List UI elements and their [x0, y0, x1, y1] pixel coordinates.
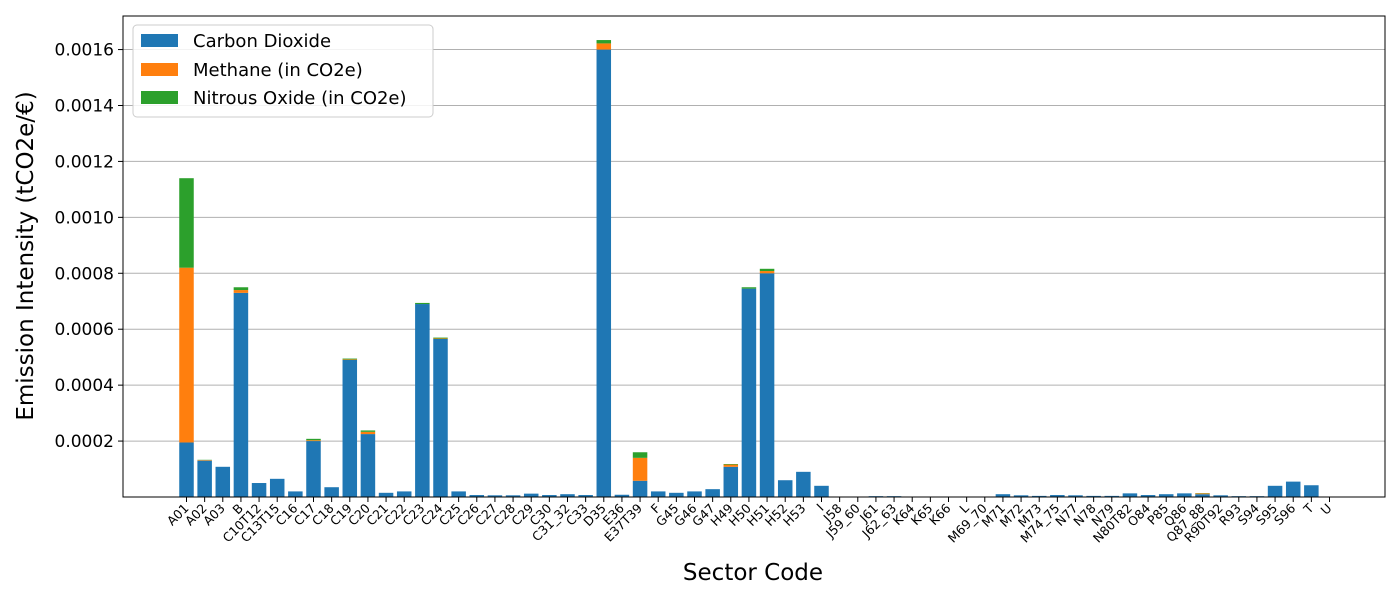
bar-g45-carbon-dioxide: [669, 492, 684, 497]
bar-d35-methane-in-co2e: [596, 43, 612, 50]
bar-a01-carbon-dioxide: [179, 442, 194, 497]
bar-c23-nitrous-oxide-in-co2e: [415, 302, 430, 305]
bar-c17-nitrous-oxide-in-co2e: [306, 438, 321, 441]
bar-e37t39-nitrous-oxide-in-co2e: [632, 452, 648, 458]
bar-m73-carbon-dioxide: [1031, 495, 1047, 497]
legend-label-nitrous-oxide: Nitrous Oxide (in CO2e): [193, 88, 407, 109]
bar-o84-carbon-dioxide: [1140, 495, 1156, 497]
bar-h49-methane-in-co2e: [723, 464, 739, 467]
bar-c20-nitrous-oxide-in-co2e: [360, 430, 376, 432]
bar-c20-methane-in-co2e: [360, 431, 376, 435]
bar-a03-carbon-dioxide: [215, 466, 231, 497]
bar-q87-88-carbon-dioxide: [1195, 494, 1210, 497]
bar-e37t39-methane-in-co2e: [632, 457, 648, 481]
legend-label-methane: Methane (in CO2e): [193, 60, 363, 81]
bar-d35-nitrous-oxide-in-co2e: [596, 40, 612, 44]
bar-h49-nitrous-oxide-in-co2e: [723, 464, 739, 465]
bar-n77-carbon-dioxide: [1068, 495, 1083, 497]
bar-n78-carbon-dioxide: [1086, 495, 1101, 497]
bar-c16-carbon-dioxide: [288, 491, 303, 497]
bar-c30-carbon-dioxide: [542, 495, 557, 497]
bar-h51-nitrous-oxide-in-co2e: [759, 268, 775, 272]
bar-q87-88-methane-in-co2e: [1195, 493, 1210, 495]
bar-c17-methane-in-co2e: [306, 440, 321, 442]
bar-c10t12-carbon-dioxide: [251, 483, 267, 497]
bar-c18-carbon-dioxide: [324, 487, 339, 497]
bar-c13t15-carbon-dioxide: [269, 478, 285, 497]
bar-c23-carbon-dioxide: [415, 304, 430, 497]
bars: [179, 40, 1319, 498]
bar-e37t39-carbon-dioxide: [632, 480, 648, 497]
y-axis-title: Emission Intensity (tCO2e/€): [13, 91, 39, 420]
bar-c29-carbon-dioxide: [523, 493, 539, 497]
y-axis-ticks: 0.0002 0.0004 0.0006 0.0008 0.0010 0.0012 0.00…: [55, 41, 123, 452]
bar-h49-carbon-dioxide: [723, 466, 739, 497]
x-axis-title: Sector Code: [683, 560, 823, 586]
bar-c24-nitrous-oxide-in-co2e: [433, 337, 448, 339]
legend-swatch-nitrous-oxide: [141, 91, 178, 104]
legend-swatch-carbon-dioxide: [141, 34, 178, 47]
bar-a01-nitrous-oxide-in-co2e: [179, 178, 194, 268]
bar-c25-carbon-dioxide: [451, 491, 466, 497]
y-tick-label: 0.0012: [55, 152, 114, 172]
y-tick-label: 0.0014: [55, 96, 114, 116]
bar-n79-carbon-dioxide: [1104, 495, 1120, 497]
legend: Carbon Dioxide Methane (in CO2e) Nitrous…: [132, 24, 434, 118]
bar-c28-carbon-dioxide: [505, 495, 521, 497]
bar-s96-carbon-dioxide: [1285, 481, 1301, 497]
bar-a02-methane-in-co2e: [197, 460, 212, 461]
bar-g47-carbon-dioxide: [705, 489, 720, 497]
bar-h52-carbon-dioxide: [777, 480, 793, 497]
bar-p85-carbon-dioxide: [1158, 494, 1174, 497]
bar-m74-75-carbon-dioxide: [1050, 495, 1065, 497]
bar-b-nitrous-oxide-in-co2e: [233, 287, 249, 291]
bar-r90t92-carbon-dioxide: [1213, 495, 1228, 497]
bar-q86-carbon-dioxide: [1177, 493, 1192, 497]
bar-c19-methane-in-co2e: [342, 359, 358, 360]
bar-g46-carbon-dioxide: [687, 491, 702, 497]
bar-m71-carbon-dioxide: [995, 494, 1011, 497]
legend-swatch-methane: [141, 63, 178, 76]
y-tick-label: 0.0010: [55, 208, 114, 228]
bar-c22-carbon-dioxide: [396, 491, 412, 497]
bar-n80t82-carbon-dioxide: [1122, 493, 1138, 497]
bar-b-carbon-dioxide: [233, 292, 249, 497]
bar-s95-carbon-dioxide: [1267, 485, 1283, 497]
bar-c21-carbon-dioxide: [378, 492, 394, 497]
bar-h50-nitrous-oxide-in-co2e: [741, 287, 757, 289]
legend-label-carbon-dioxide: Carbon Dioxide: [193, 31, 331, 52]
bar-m72-carbon-dioxide: [1013, 495, 1029, 497]
bar-c17-carbon-dioxide: [306, 441, 321, 497]
bar-c20-carbon-dioxide: [360, 434, 376, 497]
y-tick-label: 0.0006: [55, 320, 114, 340]
bar-f-carbon-dioxide: [650, 491, 666, 497]
bar-t-carbon-dioxide: [1304, 485, 1319, 497]
plot-frame: [122, 15, 1386, 498]
y-tick-label: 0.0016: [55, 41, 114, 61]
bar-h53-carbon-dioxide: [796, 471, 811, 497]
y-tick-label: 0.0008: [55, 264, 114, 284]
bar-c24-carbon-dioxide: [433, 339, 448, 497]
bar-c33-carbon-dioxide: [578, 495, 593, 497]
legend-box: [132, 24, 434, 118]
y-tick-label: 0.0002: [55, 432, 114, 452]
bar-c26-carbon-dioxide: [469, 495, 485, 497]
bar-c24-methane-in-co2e: [433, 338, 448, 339]
bar-h50-carbon-dioxide: [741, 288, 757, 497]
bar-c31-32-carbon-dioxide: [560, 494, 575, 497]
bar-c19-carbon-dioxide: [342, 359, 358, 497]
bar-i-carbon-dioxide: [814, 485, 829, 497]
bar-d35-carbon-dioxide: [596, 49, 612, 498]
bar-a02-carbon-dioxide: [197, 460, 212, 497]
bar-b-methane-in-co2e: [233, 290, 249, 293]
bar-h51-carbon-dioxide: [759, 273, 775, 497]
bar-a01-methane-in-co2e: [179, 267, 194, 443]
bar-c27-carbon-dioxide: [487, 495, 503, 497]
y-tick-label: 0.0004: [55, 376, 114, 396]
bar-e36-carbon-dioxide: [614, 494, 630, 497]
bar-c19-nitrous-oxide-in-co2e: [342, 358, 358, 360]
bar-h51-methane-in-co2e: [759, 271, 775, 274]
